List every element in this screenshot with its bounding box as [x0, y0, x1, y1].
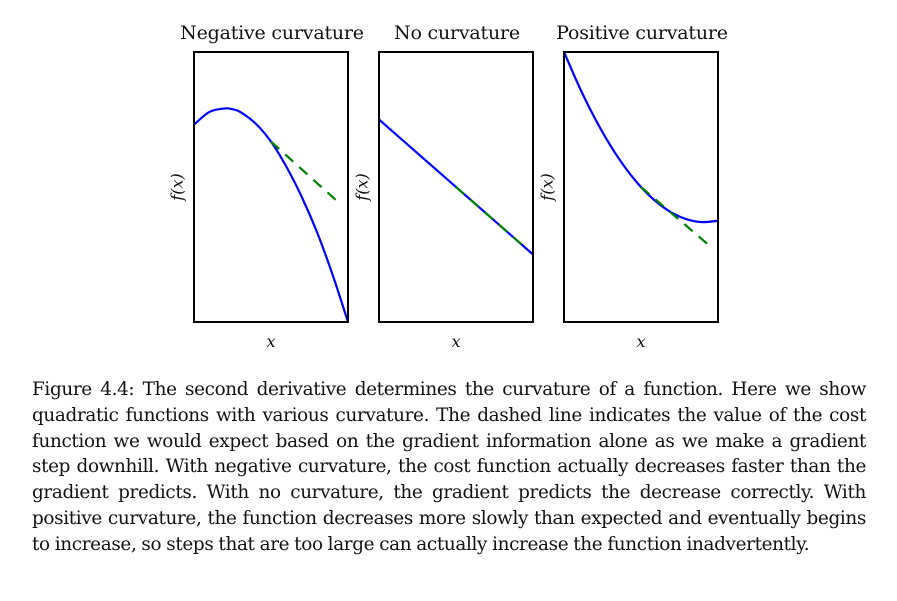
panel-none-plot-area [379, 118, 533, 256]
figure: Negative curvature No curvature Positive… [168, 22, 729, 351]
panel-title-negative: Negative curvature [180, 22, 364, 44]
gradient-prediction-line [455, 186, 527, 249]
figure-caption: Figure 4.4: The second derivative determ… [32, 379, 866, 555]
plots-svg [193, 51, 719, 323]
panel-title-positive: Positive curvature [556, 22, 728, 44]
xlabel-positive: x [636, 332, 646, 351]
gradient-prediction-line [270, 140, 342, 205]
function-curve [194, 107, 348, 322]
xlabel-none: x [451, 332, 461, 351]
panel-title-none: No curvature [394, 22, 520, 44]
panel-negative-plot-area [194, 107, 348, 322]
function-curve [564, 52, 718, 224]
panel-none-frame [378, 51, 534, 323]
panel-positive-plot-area [564, 52, 718, 248]
gradient-prediction-line [640, 186, 712, 248]
panel-negative-frame [193, 51, 349, 323]
panel-positive-frame [563, 51, 719, 323]
xlabel-negative: x [266, 332, 276, 351]
